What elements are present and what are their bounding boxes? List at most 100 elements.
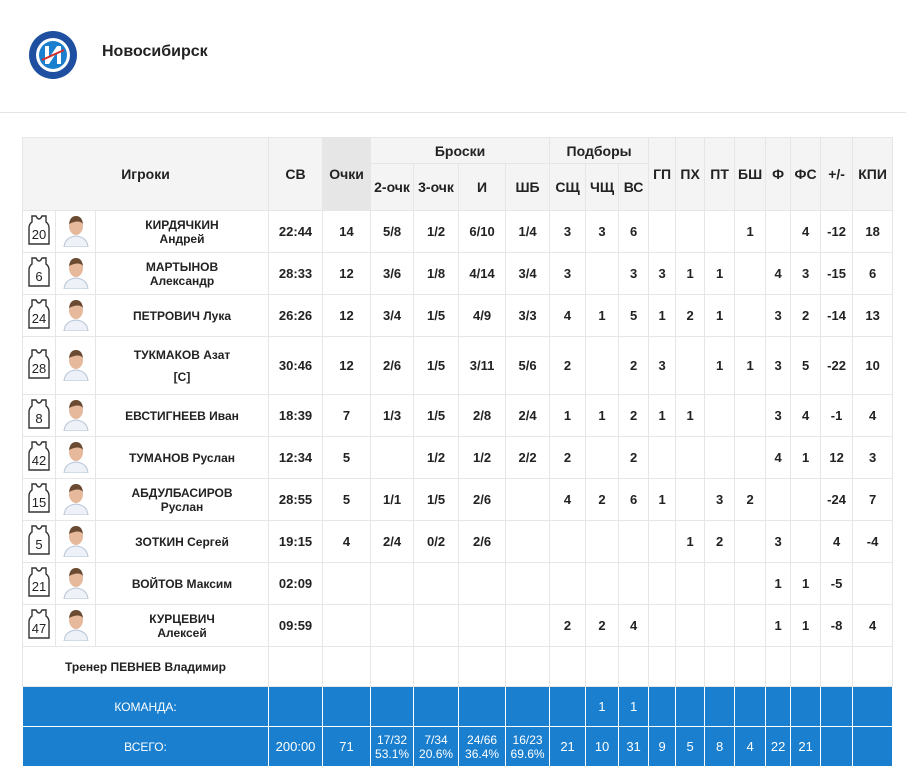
group-header: Подборы (549, 137, 650, 164)
stat-cell: 1/2 (413, 436, 460, 479)
stat-cell: 2 (618, 336, 650, 395)
team-header: Новосибирск (0, 0, 906, 113)
header-row: 2-очк 3-очк И ШБ СЩ ЧЩ ВС (23, 163, 893, 211)
empty-cell (413, 646, 460, 687)
stat-cell: 1 (704, 336, 736, 395)
player-photo (62, 442, 89, 474)
stat-cell: 2 (549, 436, 587, 479)
player-photo (62, 568, 89, 600)
jersey-cell: 47 (22, 604, 56, 647)
photo-cell (55, 604, 96, 647)
column-header: ШБ (505, 163, 551, 211)
column-header: ГП (648, 137, 677, 211)
player-photo (62, 300, 89, 332)
stat-cell (704, 604, 736, 647)
player-name: ПЕТРОВИЧ Лука (94, 294, 270, 337)
stat-cell (458, 604, 507, 647)
stat-cell: 7 (322, 394, 372, 437)
jersey-icon: 15 (28, 483, 50, 513)
empty-cell (675, 646, 706, 687)
stat-cell: 12 (820, 436, 854, 479)
stat-cell: -15 (820, 252, 854, 295)
player-row: 15 АБДУЛБАСИРОВ Руслан 28:55 5 1/1 1/5 2/6 4 2 6 1 3… (22, 478, 894, 521)
stat-cell (704, 436, 736, 479)
stat-cell: 3 (618, 252, 650, 295)
player-photo (62, 400, 89, 432)
photo-cell (55, 336, 96, 395)
photo-hair (68, 442, 83, 450)
stat-cell: 1 (675, 394, 706, 437)
stat-cell: 7 (852, 478, 894, 521)
stat-cell (585, 520, 620, 563)
player-name: КИРДЯЧКИН Андрей (94, 210, 270, 253)
column-header: Очки (322, 137, 372, 211)
stat-cell: 4 (734, 726, 767, 767)
stat-cell: -12 (820, 210, 854, 253)
column-header: БШ (734, 137, 767, 211)
empty-cell (458, 646, 507, 687)
stat-cell: 21 (790, 726, 822, 767)
stat-cell (549, 686, 587, 727)
stat-cell: 1 (648, 294, 677, 337)
group-header: Броски (370, 137, 551, 164)
photo-cell (55, 294, 96, 337)
stat-cell: 2 (734, 478, 767, 521)
stat-cell: 4 (549, 478, 587, 521)
stat-cell: 1 (648, 394, 677, 437)
empty-cell (852, 646, 894, 687)
stat-cell (458, 562, 507, 605)
stat-cell: 18 (852, 210, 894, 253)
name-line: [C] (173, 369, 191, 384)
stat-cell: 12:34 (268, 436, 324, 479)
jersey-cell: 21 (22, 562, 56, 605)
stat-cell: 3 (585, 210, 620, 253)
jersey-outline (28, 215, 50, 245)
stat-cell: 5/8 (370, 210, 415, 253)
empty-cell (765, 646, 792, 687)
stat-cell (675, 336, 706, 395)
stat-cell: 30:46 (268, 336, 324, 395)
stat-cell: 6 (852, 252, 894, 295)
stat-line: 20.6% (419, 746, 454, 761)
stat-cell: 1 (585, 294, 620, 337)
empty-cell (618, 646, 650, 687)
empty-cell (549, 646, 587, 687)
stat-cell (734, 520, 767, 563)
stat-cell (852, 686, 894, 727)
column-header: КПИ (852, 137, 894, 211)
player-name: ТУМАНОВ Руслан (94, 436, 270, 479)
name-line: ВОЙТОВ Максим (131, 576, 233, 591)
stat-cell: 1 (765, 604, 792, 647)
jersey-icon: 5 (28, 525, 50, 555)
player-name: ЗОТКИН Сергей (94, 520, 270, 563)
jersey-icon: 6 (28, 257, 50, 287)
stat-cell (370, 604, 415, 647)
stat-cell: 2 (585, 604, 620, 647)
stat-cell: 1/4 (505, 210, 551, 253)
name-line: Руслан (160, 499, 204, 514)
photo-cell (55, 252, 96, 295)
jersey-outline (28, 349, 50, 379)
stat-cell (648, 686, 677, 727)
jersey-outline (28, 441, 50, 471)
player-name: ВОЙТОВ Максим (94, 562, 270, 605)
empty-cell (790, 646, 822, 687)
stat-cell: 21 (549, 726, 587, 767)
stat-cell (704, 686, 736, 727)
player-name: КУРЦЕВИЧ Алексей (94, 604, 270, 647)
stat-cell: 12 (322, 336, 372, 395)
jersey-outline (28, 299, 50, 329)
jersey-number: 47 (32, 621, 46, 636)
name-line: Александр (149, 273, 215, 288)
stat-cell (704, 394, 736, 437)
empty-cell (322, 646, 372, 687)
column-header: СВ (268, 137, 324, 211)
stat-cell: 4 (790, 210, 822, 253)
stat-cell: 200:00 (268, 726, 324, 767)
stat-cell (648, 562, 677, 605)
stat-cell: 16/23 69.6% (505, 726, 551, 767)
player-name: АБДУЛБАСИРОВ Руслан (94, 478, 270, 521)
stat-cell: 2 (790, 294, 822, 337)
stat-line: 17/32 (377, 732, 408, 747)
empty-cell (505, 646, 551, 687)
